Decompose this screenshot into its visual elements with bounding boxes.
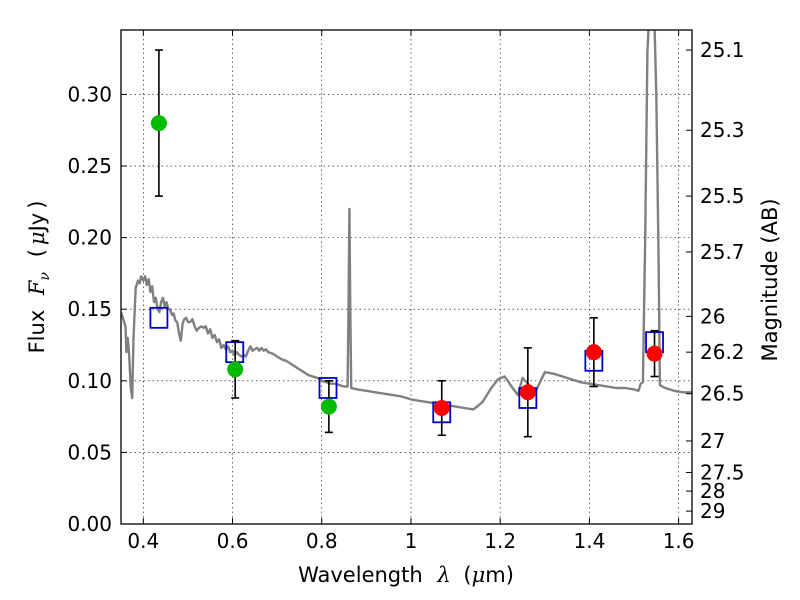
- x-tick-label: 1: [405, 529, 418, 553]
- y2-tick-label: 28: [700, 479, 725, 503]
- optical-detection-point: [150, 115, 167, 132]
- x-tick-label: 0.8: [306, 529, 338, 553]
- model-photometry-square: [149, 306, 169, 329]
- series-layer: [121, 30, 692, 438]
- y-tick-label: 0.30: [67, 82, 112, 106]
- model-spectrum-line: [121, 30, 692, 411]
- y-tick-label: 0.10: [67, 369, 112, 393]
- y2-tick-label: 27: [700, 429, 725, 453]
- y-axis-label-text: Flux: [25, 310, 49, 354]
- y-tick-label: 0.15: [67, 297, 112, 321]
- y2-tick-label: 26.2: [700, 340, 745, 364]
- y2-tick-label: 26: [700, 304, 725, 328]
- y-axis-symbol-sub: ν: [37, 271, 53, 280]
- plot-frame: [120, 29, 693, 525]
- axes: 0.4 0.6 0.8 1 1.2 1.4 1.6 0.00 0.05 0.10 0.15 0.20 0…: [67, 30, 745, 553]
- x-tick-label: 1.2: [484, 529, 516, 553]
- y-tick-label: 0.25: [67, 154, 112, 178]
- y-tick-label: 0.05: [67, 440, 112, 464]
- y-tick-label: 0.00: [67, 512, 112, 536]
- x-tick-label: 1.4: [573, 529, 605, 553]
- y2-tick-label: 25.1: [700, 38, 745, 62]
- nir-detection-point: [519, 384, 536, 401]
- y2-axis-label: Magnitude (AB): [758, 198, 782, 361]
- nir-detection-point: [585, 344, 602, 361]
- y-axis-label: Flux Fν (μJy): [25, 201, 54, 354]
- plot-background: [121, 30, 692, 524]
- x-tick-label: 1.6: [663, 529, 695, 553]
- x-axis-symbol: λ: [436, 563, 450, 587]
- y2-tick-label: 25.3: [700, 118, 745, 142]
- y-tick-label: 0.20: [67, 226, 112, 250]
- x-axis-label-text: Wavelength: [298, 563, 423, 587]
- x-axis-unit-suffix: m: [485, 563, 505, 587]
- x-tick-label: 0.4: [127, 529, 159, 553]
- y2-tick-label: 25.5: [700, 184, 745, 208]
- x-axis-unit-prefix: μ: [472, 563, 486, 587]
- y2-tick-label: 29: [700, 499, 725, 523]
- y2-tick-label: 27.5: [700, 460, 745, 484]
- nir-detection-point: [433, 400, 450, 417]
- y-axis-unit-suffix: Jy: [25, 213, 49, 234]
- y-axis-symbol: F: [25, 279, 49, 296]
- x-tick-label: 0.6: [217, 529, 249, 553]
- nir-detection-point: [646, 345, 663, 362]
- y2-tick-label: 25.7: [700, 240, 745, 264]
- model-photometry-square: [318, 377, 338, 399]
- y2-tick-label: 26.5: [700, 382, 745, 406]
- y-axis-unit-prefix: μ: [25, 231, 49, 245]
- optical-detection-point: [227, 361, 244, 378]
- optical-detection-point: [320, 398, 337, 415]
- x-axis-label: Wavelength λ (μm): [298, 563, 514, 587]
